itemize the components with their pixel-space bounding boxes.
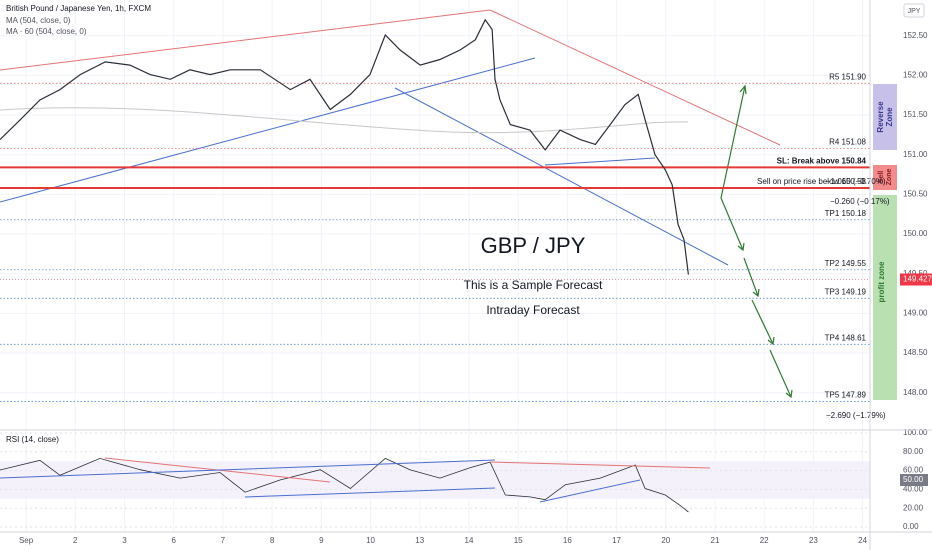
trend-line [489,9,781,146]
y-tick-label: 148.00 [903,388,928,397]
rsi-tick-label: 0.00 [903,522,919,531]
moving-average [0,107,689,134]
x-tick-label: 14 [465,536,474,545]
zone-label: Sell [878,171,885,184]
annotation: This is a Sample Forecast [464,278,603,292]
trend-lines [0,9,781,266]
annotation: Intraday Forecast [486,303,580,317]
last-price-label: 149.427 [903,275,932,284]
rsi-tick-label: 60.00 [903,466,924,475]
currency-box[interactable] [903,3,925,18]
forecast-arrows [720,84,793,399]
x-tick-label: 20 [661,536,670,545]
sell-zone [873,165,897,190]
y-tick-label: 151.00 [903,150,928,159]
last-price-box [900,273,932,286]
rsi-tick-label: 80.00 [903,447,924,456]
x-tick-label: 13 [415,536,424,545]
y-tick-label: 148.50 [903,348,928,357]
x-tick-label: 23 [809,536,818,545]
x-tick-label: 6 [171,536,176,545]
rsi-tick-label: 20.00 [903,503,924,512]
rsi-trend-line [489,461,711,469]
indicator-label: MA (504, close, 0) [6,16,71,25]
level-label: TP5 147.89 [825,391,867,400]
x-tick-label: 10 [366,536,375,545]
x-tick-label: 9 [319,536,324,545]
plot: Sep 2 3 6 7 8 9 10 13 14 15 16 17 20 21 22 23 24152.50152… [0,18,932,545]
x-tick-label: 7 [221,536,226,545]
level-label: Sell on price rise below 150.58 [757,177,867,186]
x-tick-label: 8 [270,536,275,545]
x-tick-label: 2 [73,536,78,545]
rsi-trend-line [539,479,641,503]
x-tick-label: 3 [122,536,127,545]
profit-zone [873,195,897,400]
rsi-trend-line [244,487,496,498]
y-tick-label: 149.50 [903,269,928,278]
level-label: R4 151.08 [829,137,866,146]
zone-label: profit zone [877,261,886,302]
level-label: TP1 150.18 [825,209,867,218]
y-tick-label: 150.00 [903,229,928,238]
price-line [0,18,689,275]
zone-label: Reverse [876,101,885,133]
y-tick-label: 149.00 [903,308,928,317]
x-tick-label: 22 [760,536,769,545]
zone-label: Zone [885,107,894,127]
y-tick-label: 152.50 [903,31,928,40]
trend-line [0,57,536,203]
x-tick-label: Sep [19,536,34,545]
x-tick-label: 24 [858,536,867,545]
trend-line [0,9,491,71]
measure-label: −1.060 (−0.70%) [826,177,886,186]
level-label: TP2 149.55 [825,259,867,268]
measure-label: −2.690 (−1.79%) [826,411,886,420]
y-tick-label: 151.50 [903,110,928,119]
y-tick-label: 152.00 [903,70,928,79]
x-tick-label: 21 [711,536,720,545]
annotation-title: GBP / JPY [481,233,586,258]
indicator-label: MA · 60 (504, close, 0) [6,27,87,36]
trend-line [394,87,729,266]
zone-label: Zone [886,169,893,186]
rsi-title: RSI (14, close) [6,435,59,444]
reverse-zone [873,84,897,150]
rsi-tick-label: 100.00 [903,428,928,437]
rsi-current-label: 50.00 [903,475,924,484]
x-tick-label: 15 [514,536,523,545]
level-label: TP4 148.61 [825,333,867,342]
level-label: R5 151.90 [829,72,866,81]
rsi-tick-label: 40.00 [903,485,924,494]
level-label: SL: Break above 150.84 [777,157,867,166]
rsi-trend-line [0,459,496,479]
rsi-line [0,457,689,513]
x-tick-label: 17 [612,536,621,545]
trend-line [544,157,656,166]
rsi-current-box [900,474,928,486]
rsi-band [0,461,870,499]
level-label: TP3 149.19 [825,287,867,296]
chart-title: British Pound / Japanese Yen, 1h, FXCM [6,4,151,13]
y-tick-label: 150.50 [903,189,928,198]
x-tick-label: 16 [563,536,572,545]
currency: JPY [908,8,921,15]
measure-label: −0.260 (−0.17%) [830,197,890,206]
